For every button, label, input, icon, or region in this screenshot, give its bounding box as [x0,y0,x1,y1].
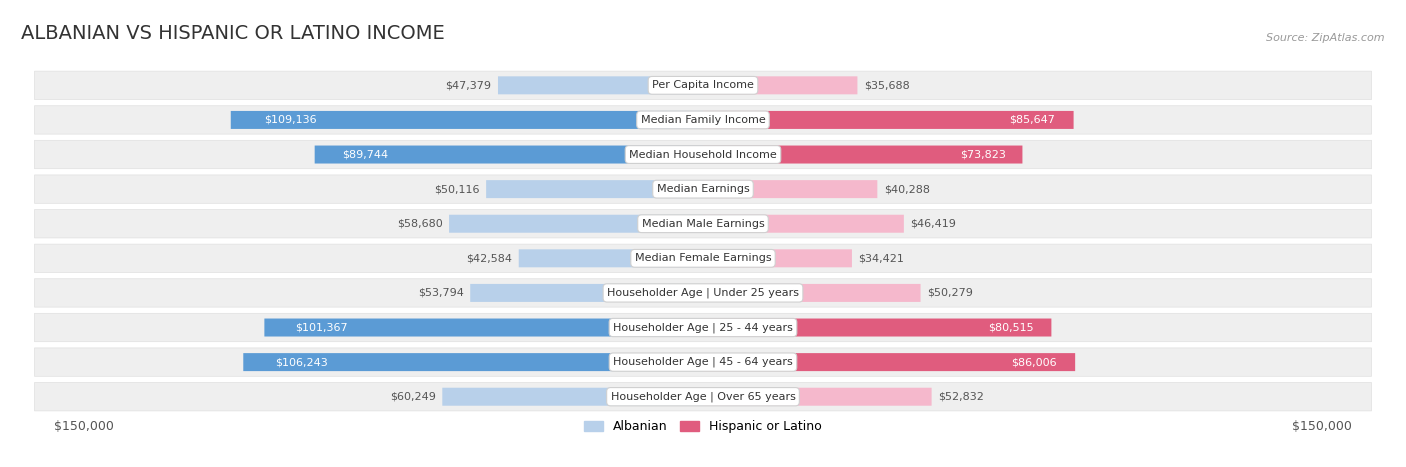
Text: Per Capita Income: Per Capita Income [652,80,754,90]
FancyBboxPatch shape [703,318,1052,337]
FancyBboxPatch shape [35,106,1371,134]
Text: Median Male Earnings: Median Male Earnings [641,219,765,229]
Text: Householder Age | 45 - 64 years: Householder Age | 45 - 64 years [613,357,793,368]
Text: Median Household Income: Median Household Income [628,149,778,160]
Text: $150,000: $150,000 [53,420,114,433]
FancyBboxPatch shape [703,76,858,94]
Text: $86,006: $86,006 [1011,357,1056,367]
FancyBboxPatch shape [449,215,703,233]
FancyBboxPatch shape [35,348,1371,376]
FancyBboxPatch shape [703,146,1022,163]
Text: $53,794: $53,794 [418,288,464,298]
FancyBboxPatch shape [703,353,1076,371]
FancyBboxPatch shape [703,111,1074,129]
FancyBboxPatch shape [264,318,703,337]
Text: $40,288: $40,288 [884,184,929,194]
Text: $50,279: $50,279 [927,288,973,298]
FancyBboxPatch shape [486,180,703,198]
Text: $150,000: $150,000 [1292,420,1353,433]
FancyBboxPatch shape [231,111,703,129]
FancyBboxPatch shape [703,284,921,302]
Legend: Albanian, Hispanic or Latino: Albanian, Hispanic or Latino [579,415,827,439]
Text: $101,367: $101,367 [295,323,347,333]
FancyBboxPatch shape [703,180,877,198]
FancyBboxPatch shape [35,71,1371,99]
Text: $52,832: $52,832 [938,392,984,402]
FancyBboxPatch shape [35,279,1371,307]
FancyBboxPatch shape [703,215,904,233]
Text: Householder Age | Under 25 years: Householder Age | Under 25 years [607,288,799,298]
FancyBboxPatch shape [35,382,1371,411]
Text: $34,421: $34,421 [859,253,904,263]
Text: Median Family Income: Median Family Income [641,115,765,125]
FancyBboxPatch shape [35,210,1371,238]
FancyBboxPatch shape [519,249,703,267]
Text: $60,249: $60,249 [389,392,436,402]
Text: $50,116: $50,116 [434,184,479,194]
Text: $46,419: $46,419 [910,219,956,229]
Text: $42,584: $42,584 [467,253,512,263]
Text: $80,515: $80,515 [988,323,1033,333]
Text: Median Earnings: Median Earnings [657,184,749,194]
Text: $106,243: $106,243 [276,357,328,367]
FancyBboxPatch shape [35,175,1371,203]
Text: $35,688: $35,688 [863,80,910,90]
Text: Median Female Earnings: Median Female Earnings [634,253,772,263]
Text: $109,136: $109,136 [264,115,316,125]
Text: $89,744: $89,744 [342,149,388,160]
Text: Source: ZipAtlas.com: Source: ZipAtlas.com [1265,33,1385,43]
Text: ALBANIAN VS HISPANIC OR LATINO INCOME: ALBANIAN VS HISPANIC OR LATINO INCOME [21,24,446,43]
Text: $47,379: $47,379 [446,80,492,90]
Text: Householder Age | 25 - 44 years: Householder Age | 25 - 44 years [613,322,793,333]
Text: $58,680: $58,680 [396,219,443,229]
FancyBboxPatch shape [470,284,703,302]
FancyBboxPatch shape [443,388,703,406]
Text: $85,647: $85,647 [1010,115,1054,125]
Text: Householder Age | Over 65 years: Householder Age | Over 65 years [610,391,796,402]
FancyBboxPatch shape [243,353,703,371]
FancyBboxPatch shape [35,244,1371,273]
FancyBboxPatch shape [35,141,1371,169]
FancyBboxPatch shape [703,249,852,267]
FancyBboxPatch shape [498,76,703,94]
FancyBboxPatch shape [703,388,932,406]
FancyBboxPatch shape [35,313,1371,342]
FancyBboxPatch shape [315,146,703,163]
Text: $73,823: $73,823 [960,149,1007,160]
